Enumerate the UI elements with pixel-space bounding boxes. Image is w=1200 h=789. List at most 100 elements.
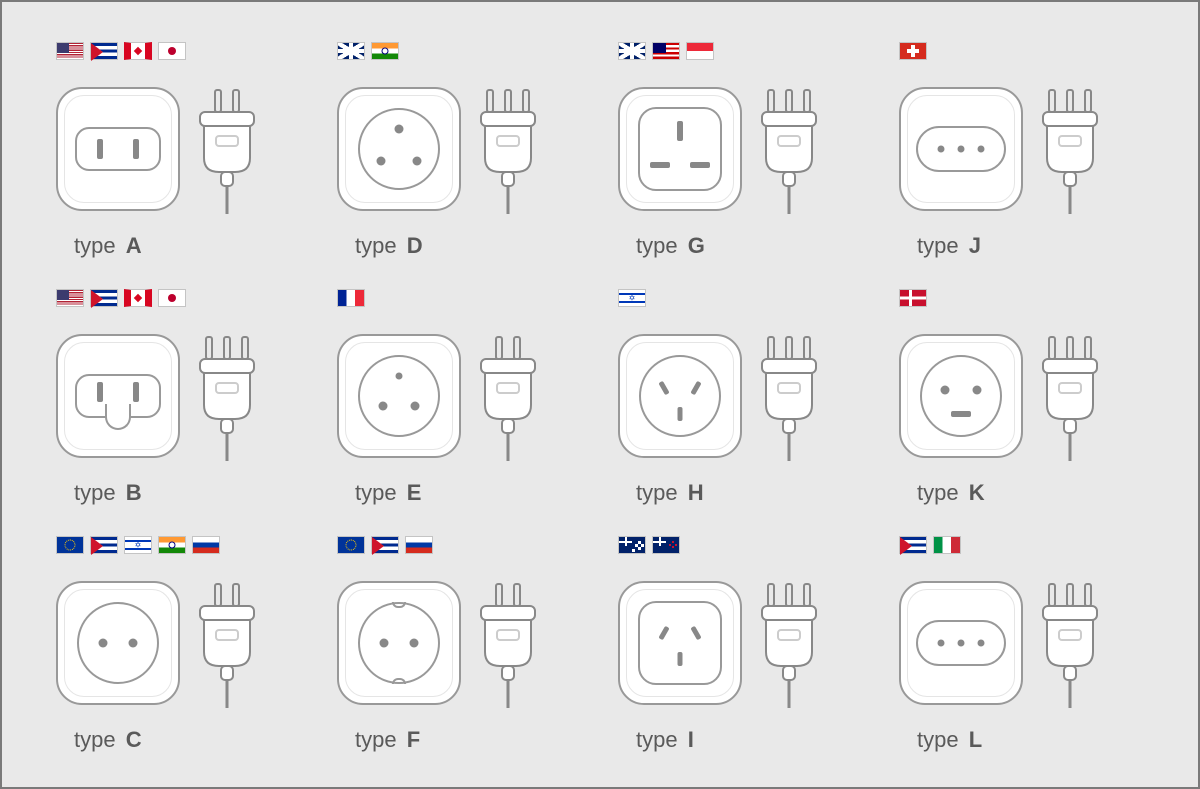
plug-type-label: type C	[56, 727, 301, 753]
plug-type-label: type D	[337, 233, 582, 259]
label-letter: G	[688, 233, 705, 258]
label-prefix: type	[355, 233, 397, 258]
flag-eu-icon	[56, 536, 84, 554]
plug-type-label: type L	[899, 727, 1144, 753]
label-letter: B	[126, 480, 142, 505]
country-flags	[56, 40, 301, 62]
plug-visual	[618, 313, 863, 478]
plug-visual	[618, 560, 863, 725]
plug-visual	[56, 313, 301, 478]
country-flags	[618, 534, 863, 556]
flag-dk-icon	[899, 289, 927, 307]
country-flags	[899, 534, 1144, 556]
socket-icon	[337, 87, 461, 211]
plug-icon	[467, 84, 549, 214]
label-letter: J	[969, 233, 981, 258]
label-prefix: type	[74, 233, 116, 258]
plug-icon	[1029, 84, 1111, 214]
socket-icon	[899, 87, 1023, 211]
plug-visual	[56, 66, 301, 231]
country-flags	[337, 40, 582, 62]
plug-type-l: type L	[899, 534, 1144, 753]
socket-icon	[899, 334, 1023, 458]
plug-visual	[337, 560, 582, 725]
plug-icon	[748, 578, 830, 708]
plug-visual	[899, 66, 1144, 231]
plug-type-label: type E	[337, 480, 582, 506]
label-letter: F	[407, 727, 420, 752]
label-letter: K	[969, 480, 985, 505]
flag-au-icon	[618, 536, 646, 554]
label-prefix: type	[74, 480, 116, 505]
country-flags	[899, 287, 1144, 309]
country-flags	[56, 534, 301, 556]
flag-ca-icon	[124, 289, 152, 307]
flag-us-icon	[56, 289, 84, 307]
plug-type-label: type A	[56, 233, 301, 259]
plug-type-a: type A	[56, 40, 301, 259]
country-flags	[618, 40, 863, 62]
socket-icon	[618, 87, 742, 211]
plug-icon	[186, 84, 268, 214]
plug-icon	[748, 331, 830, 461]
flag-il-icon	[618, 289, 646, 307]
country-flags	[899, 40, 1144, 62]
plug-icon	[186, 578, 268, 708]
socket-icon	[337, 581, 461, 705]
plug-visual	[337, 66, 582, 231]
plug-type-e: type E	[337, 287, 582, 506]
flag-my-icon	[652, 42, 680, 60]
flag-gb-icon	[337, 42, 365, 60]
flag-ru-icon	[192, 536, 220, 554]
plug-type-b: type B	[56, 287, 301, 506]
flag-eu-icon	[337, 536, 365, 554]
plug-type-k: type K	[899, 287, 1144, 506]
label-letter: D	[407, 233, 423, 258]
label-prefix: type	[917, 727, 959, 752]
label-prefix: type	[636, 480, 678, 505]
flag-cu-icon	[90, 289, 118, 307]
flag-ch-icon	[899, 42, 927, 60]
label-letter: H	[688, 480, 704, 505]
socket-icon	[56, 334, 180, 458]
socket-icon	[337, 334, 461, 458]
plug-icon	[1029, 331, 1111, 461]
plug-visual	[899, 313, 1144, 478]
flag-il-icon	[124, 536, 152, 554]
flag-us-icon	[56, 42, 84, 60]
plug-type-h: type H	[618, 287, 863, 506]
label-prefix: type	[355, 480, 397, 505]
flag-cu-icon	[371, 536, 399, 554]
country-flags	[337, 287, 582, 309]
plug-type-g: type G	[618, 40, 863, 259]
flag-gb-icon	[618, 42, 646, 60]
flag-jp-icon	[158, 42, 186, 60]
plug-visual	[899, 560, 1144, 725]
plug-visual	[337, 313, 582, 478]
plug-type-label: type G	[618, 233, 863, 259]
plug-types-grid: type A type D type G	[56, 40, 1144, 753]
plug-type-j: type J	[899, 40, 1144, 259]
flag-jp-icon	[158, 289, 186, 307]
plug-icon	[1029, 578, 1111, 708]
label-prefix: type	[636, 727, 678, 752]
flag-in-icon	[158, 536, 186, 554]
plug-type-label: type F	[337, 727, 582, 753]
plug-icon	[748, 84, 830, 214]
plug-icon	[467, 578, 549, 708]
plug-icon	[186, 331, 268, 461]
flag-cu-icon	[899, 536, 927, 554]
plug-type-f: type F	[337, 534, 582, 753]
plug-type-d: type D	[337, 40, 582, 259]
label-prefix: type	[917, 480, 959, 505]
country-flags	[618, 287, 863, 309]
socket-icon	[899, 581, 1023, 705]
flag-ru-icon	[405, 536, 433, 554]
socket-icon	[56, 581, 180, 705]
label-letter: L	[969, 727, 982, 752]
socket-icon	[618, 581, 742, 705]
country-flags	[56, 287, 301, 309]
label-letter: C	[126, 727, 142, 752]
label-letter: E	[407, 480, 422, 505]
label-prefix: type	[355, 727, 397, 752]
